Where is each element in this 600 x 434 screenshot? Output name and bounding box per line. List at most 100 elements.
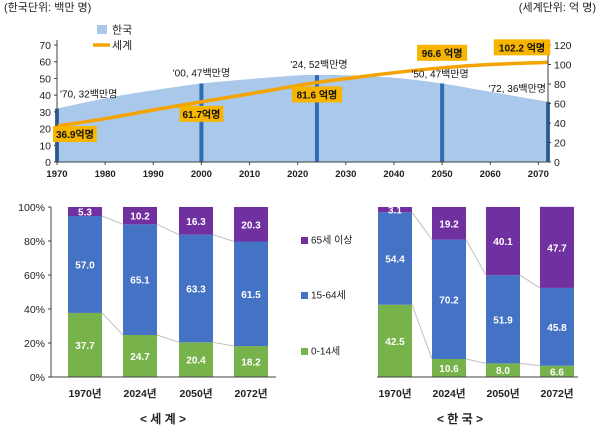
bar-segment-15-64세-2024년 [123, 224, 157, 336]
bar-segment-0-14세-2024년 [432, 358, 466, 377]
bar-segment-0-14세-2072년 [234, 346, 268, 377]
bar-value-label: 37.7 [75, 341, 95, 352]
bar-segment-15-64세-2072년 [540, 287, 574, 366]
left-tick-label: 20 [39, 124, 51, 136]
right-tick-label: 40 [554, 118, 566, 130]
y-tick-label: 100% [18, 202, 45, 214]
bar-value-label: 10.2 [130, 212, 150, 223]
bar-segment-15-64세-2072년 [234, 241, 268, 347]
korea-annotation-2072: '72, 36백만명 [489, 83, 546, 95]
bar-value-label: 40.1 [493, 237, 513, 248]
right-tick-label: 100 [554, 60, 572, 72]
bar-value-label: 51.9 [493, 315, 513, 326]
year-marker-2000 [199, 83, 204, 162]
world-label-box [417, 44, 468, 61]
segment-connector [465, 358, 487, 364]
y-tick-label: 40% [24, 304, 45, 316]
legend-0-14-swatch [301, 348, 308, 355]
left-tick-label: 60 [39, 57, 51, 69]
segment-connector [156, 223, 180, 236]
bar-segment-0-14세-1970년 [378, 304, 412, 377]
bar-value-label: 5.3 [78, 208, 92, 219]
bar-segment-15-64세-1970년 [68, 216, 102, 313]
category-label: 2050년 [179, 387, 212, 400]
bar-value-label: 20.4 [186, 356, 206, 367]
legend-korea-label: 한국 [112, 24, 132, 37]
segment-connector [156, 334, 180, 343]
segment-connector [101, 312, 124, 336]
world-label-text: 36.9억명 [56, 128, 94, 141]
bar-segment-0-14세-2050년 [179, 342, 213, 377]
bar-segment-65세 이상-1970년 [68, 207, 102, 217]
right-unit-label: (세계단위: 억 명) [519, 1, 596, 14]
korea-area-layer [57, 74, 548, 162]
bar-value-label: 10.6 [439, 364, 459, 375]
legend-korea-swatch [97, 25, 107, 34]
legend-0-14-label: 0-14세 [311, 346, 340, 358]
legend-15-64-swatch [301, 292, 308, 299]
left-tick-label: 40 [39, 90, 51, 102]
legend-15-64-label: 15-64세 [311, 290, 346, 302]
x-tick-label: 1980 [95, 169, 116, 180]
category-label: 2072년 [234, 387, 267, 400]
bar-segment-15-64세-1970년 [378, 212, 412, 305]
category-label: 2050년 [486, 387, 519, 400]
x-tick-label: 2060 [480, 169, 501, 180]
top-legend: 한국 세계 [93, 24, 132, 52]
legend-65plus-swatch [301, 237, 308, 244]
bar-value-label: 65.1 [130, 276, 150, 287]
bar-segment-65세 이상-2024년 [432, 207, 466, 240]
x-tick-label: 2050 [432, 169, 453, 180]
world-label-2000: 61.7억명 [179, 105, 224, 122]
x-tick-label: 2040 [383, 169, 404, 180]
world-label-2024: 81.6 억명 [291, 86, 342, 103]
bar-segment-65세 이상-2024년 [123, 207, 157, 225]
category-label: 1970년 [68, 387, 101, 400]
bar-segment-0-14세-1970년 [68, 312, 102, 377]
category-label: 2024년 [123, 387, 156, 400]
bar-value-label: 16.3 [186, 217, 206, 228]
world-label-1970: 36.9억명 [53, 126, 97, 143]
bar-segment-15-64세-2050년 [179, 234, 213, 343]
bar-segment-0-14세-2024년 [123, 335, 157, 377]
segment-connector [101, 215, 124, 225]
bar-segment-65세 이상-2072년 [234, 207, 268, 242]
bottom-axes: 0% 20% 40% 60% 80% 100% [18, 202, 578, 384]
world-label-2050: 96.6 억명 [417, 44, 468, 61]
x-tick-label: 2000 [191, 169, 212, 180]
korea-age-chart: 42.5 54.4 3.1 1970년 10.6 70.2 19.2 2024년 8.0 51.9… [378, 206, 574, 400]
x-tick-label: 2020 [287, 169, 308, 180]
legend-65plus-label: 65세 이상 [311, 235, 353, 247]
bar-value-label: 6.6 [550, 367, 564, 378]
korea-annotation-2000: '00, 47백만명 [173, 67, 230, 79]
category-label: 2072년 [540, 387, 573, 400]
top-axes: 1970 1980 1990 2000 2010 2020 2030 2040 2050 2060… [39, 40, 572, 180]
bar-value-label: 42.5 [385, 337, 405, 348]
segment-connector [212, 234, 235, 242]
right-tick-label: 120 [554, 40, 572, 52]
year-marker-2024 [314, 75, 319, 162]
bar-segment-65세 이상-2050년 [486, 207, 520, 276]
y-tick-label: 0% [30, 372, 45, 384]
bar-segment-15-64세-2050년 [486, 275, 520, 364]
x-tick-label: 2010 [239, 169, 260, 180]
y-tick-label: 80% [24, 236, 45, 248]
left-tick-label: 10 [39, 140, 51, 152]
world-label-text: 61.7억명 [182, 108, 220, 121]
world-label-2072: 102.2 억명 [493, 39, 551, 56]
age-structure-charts: 37.7 57.0 5.3 1970년 24.7 65.1 10.2 2024년 20.4 63.… [18, 202, 578, 426]
segment-connector [465, 239, 487, 276]
bar-value-label: 18.2 [241, 358, 261, 369]
right-tick-label: 80 [554, 79, 566, 91]
right-tick-label: 0 [554, 157, 560, 169]
korea-annotation-1970: '70, 32백만명 [60, 89, 117, 101]
bar-value-label: 54.4 [385, 255, 405, 266]
bar-value-label: 63.3 [186, 285, 206, 296]
korea-annotation-2024: '24, 52백만명 [290, 59, 347, 71]
bar-segment-15-64세-2024년 [432, 239, 466, 359]
bar-segment-65세 이상-2050년 [179, 207, 213, 235]
top-annotations: '70, 32백만명 '00, 47백만명 '24, 52백만명 '50, 47백만명… [53, 39, 551, 143]
x-tick-label: 2070 [528, 169, 549, 180]
world-label-text: 96.6 억명 [422, 47, 463, 60]
